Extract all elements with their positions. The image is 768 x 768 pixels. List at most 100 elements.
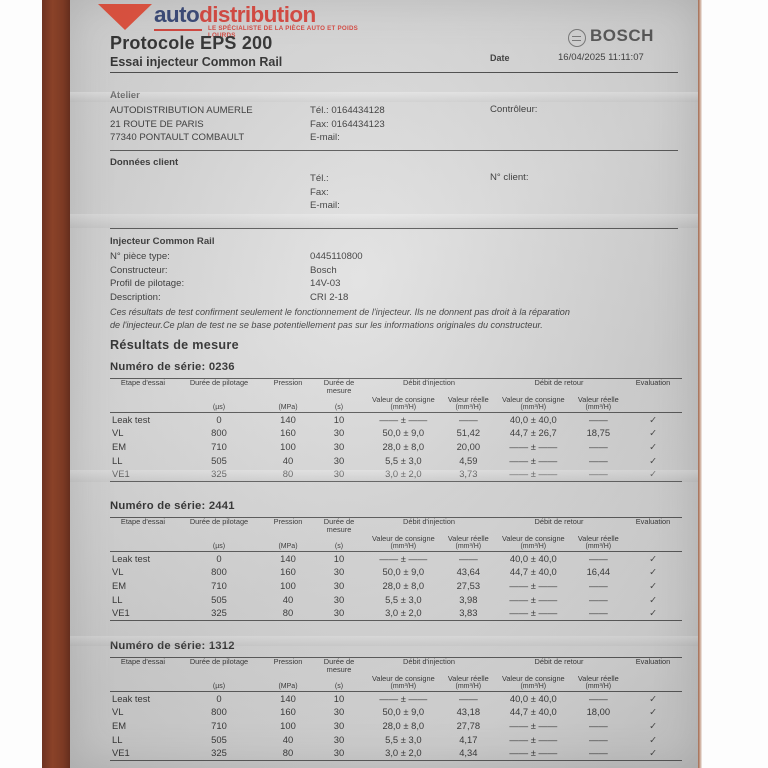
cell-inj-actual: 3,73 xyxy=(459,468,478,480)
cell-pressure: 80 xyxy=(282,468,294,480)
customer-fax: Fax: xyxy=(310,186,329,198)
unit-ret-actual: (mm³/H) xyxy=(585,682,612,690)
col-group-return: Débit de retour xyxy=(534,517,584,526)
injector-field-label-0: N° pièce type: xyxy=(110,251,170,262)
cell-ret-actual: 18,75 xyxy=(586,427,611,439)
cell-ret-setpoint: —— ± —— xyxy=(509,593,558,605)
cell-inj-setpoint: 50,0 ± 9,0 xyxy=(382,427,425,439)
col-inj-setpoint: Valeur de consigne xyxy=(371,394,435,404)
cell-step: EM xyxy=(112,720,127,732)
unit-ret-actual: (mm³/H) xyxy=(585,403,612,411)
workshop-tel: Tél.: 0164434128 xyxy=(310,105,385,116)
cell-ret-actual: 16,44 xyxy=(586,566,611,578)
workshop-email: E-mail: xyxy=(310,132,340,143)
cell-drive: 0 xyxy=(216,552,222,564)
unit-ret-actual: (mm³/H) xyxy=(585,542,612,550)
serial-heading-1: Numéro de série: 2441 xyxy=(110,500,235,512)
workshop-fax: Fax: 0164434123 xyxy=(310,118,385,130)
unit-step xyxy=(110,543,176,552)
cell-pressure: 140 xyxy=(280,552,296,564)
logo-word-auto: auto xyxy=(154,2,200,27)
cell-drive: 710 xyxy=(211,580,227,592)
cell-ret-setpoint: —— ± —— xyxy=(509,580,558,592)
cell-drive: 800 xyxy=(211,427,227,439)
results-table-1: Etape d'essai Durée de pilotage Pression Du… xyxy=(110,517,682,621)
table-row: VE1 325 80 30 3,0 ± 2,0 4,34 —— ± —— —— ✓ xyxy=(110,746,682,760)
cell-inj-setpoint: 28,0 ± 8,0 xyxy=(382,441,425,453)
col-ret-actual: Valeur réelle xyxy=(577,533,619,543)
table-row: LL 505 40 30 5,5 ± 3,0 3,98 —— ± —— —— ✓ xyxy=(110,593,682,607)
col-group-injection: Débit d'injection xyxy=(403,517,455,526)
cell-ret-actual: 18,00 xyxy=(586,706,611,718)
injector-field-value-0: 0445110800 xyxy=(310,251,363,262)
cell-ret-setpoint: —— ± —— xyxy=(509,454,558,466)
cell-duration: 30 xyxy=(333,747,345,759)
desk-surface-left xyxy=(42,0,72,768)
cell-inj-actual: 43,18 xyxy=(456,706,481,718)
unit-measure-duration: (s) xyxy=(334,403,344,411)
col-pressure: Pression xyxy=(273,517,303,526)
cell-drive: 800 xyxy=(211,566,227,578)
cell-pressure: 40 xyxy=(282,593,294,605)
unit-inj-setpoint: (mm³/H) xyxy=(390,542,417,550)
cell-ret-setpoint: 44,7 ± 40,0 xyxy=(509,706,557,718)
col-step: Etape d'essai xyxy=(120,378,166,387)
cell-inj-setpoint: —— ± —— xyxy=(379,692,428,704)
col-inj-actual: Valeur réelle xyxy=(447,394,489,404)
col-evaluation: Evaluation xyxy=(635,517,671,526)
cell-drive: 325 xyxy=(211,747,227,759)
check-icon: ✓ xyxy=(649,580,657,592)
cell-pressure: 100 xyxy=(280,441,296,453)
unit-step xyxy=(110,404,176,413)
desk-surface-right xyxy=(697,0,702,768)
cell-drive: 0 xyxy=(216,692,222,704)
col-group-injection: Débit d'injection xyxy=(403,657,455,666)
cell-inj-setpoint: —— ± —— xyxy=(379,552,428,564)
cell-inj-setpoint: 5,5 ± 3,0 xyxy=(385,593,422,605)
unit-pressure: (MPa) xyxy=(278,542,298,550)
cell-inj-setpoint: 28,0 ± 8,0 xyxy=(382,720,425,732)
serial-heading-0: Numéro de série: 0236 xyxy=(110,361,235,373)
cell-duration: 30 xyxy=(333,706,345,718)
customer-divider xyxy=(110,228,678,229)
cell-ret-actual: —— xyxy=(588,580,608,592)
cell-pressure: 160 xyxy=(280,706,296,718)
cell-ret-setpoint: 40,0 ± 40,0 xyxy=(509,413,557,425)
col-ret-setpoint: Valeur de consigne xyxy=(501,673,565,683)
col-group-injection: Débit d'injection xyxy=(403,378,455,387)
cell-inj-actual: —— xyxy=(458,413,478,425)
results-title: Résultats de mesure xyxy=(110,338,239,352)
cell-ret-setpoint: —— ± —— xyxy=(509,607,558,619)
paper-sheet: autodistribution LE SPÉCIALISTE DE LA PI… xyxy=(70,0,698,768)
cell-step: Leak test xyxy=(112,692,151,704)
table-row: LL 505 40 30 5,5 ± 3,0 4,17 —— ± —— —— ✓ xyxy=(110,733,682,747)
cell-duration: 10 xyxy=(333,692,345,704)
unit-inj-setpoint: (mm³/H) xyxy=(390,403,417,411)
cell-ret-actual: —— xyxy=(588,593,608,605)
cell-ret-setpoint: 40,0 ± 40,0 xyxy=(509,552,557,564)
workshop-divider xyxy=(110,150,678,151)
cell-duration: 30 xyxy=(333,733,345,745)
table-row: Leak test 0 140 10 —— ± —— —— 40,0 ± 40,0 —— ✓ xyxy=(110,552,682,566)
cell-ret-actual: —— xyxy=(588,733,608,745)
cell-pressure: 160 xyxy=(280,427,296,439)
injector-field-label-3: Description: xyxy=(110,291,161,303)
check-icon: ✓ xyxy=(649,413,657,425)
col-ret-setpoint: Valeur de consigne xyxy=(501,533,565,543)
col-ret-setpoint: Valeur de consigne xyxy=(501,394,565,404)
cell-ret-actual: —— xyxy=(588,720,608,732)
customer-email: E-mail: xyxy=(310,200,340,211)
cell-step: VL xyxy=(112,706,124,718)
cell-inj-setpoint: 3,0 ± 2,0 xyxy=(385,468,422,480)
unit-drive-duration: (µs) xyxy=(212,403,226,411)
results-table-2: Etape d'essai Durée de pilotage Pression Du… xyxy=(110,657,682,761)
logo-tagline: LE SPÉCIALISTE DE LA PIÈCE AUTO ET POIDS… xyxy=(208,25,359,39)
results-table-0: Etape d'essai Durée de pilotage Pression Du… xyxy=(110,378,682,482)
cell-duration: 30 xyxy=(333,427,345,439)
cell-ret-setpoint: —— ± —— xyxy=(509,747,558,759)
cell-inj-actual: 4,59 xyxy=(459,454,478,466)
cell-duration: 30 xyxy=(333,468,345,480)
unit-measure-duration: (s) xyxy=(334,682,344,690)
cell-drive: 505 xyxy=(211,593,227,605)
